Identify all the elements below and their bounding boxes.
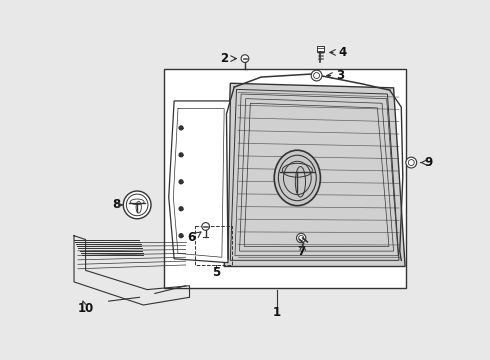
Text: 6: 6 <box>188 231 196 244</box>
Polygon shape <box>224 83 405 266</box>
Circle shape <box>296 233 306 243</box>
Text: 9: 9 <box>424 156 433 169</box>
Polygon shape <box>169 101 230 263</box>
Text: 10: 10 <box>77 302 94 315</box>
Circle shape <box>179 153 183 157</box>
Circle shape <box>406 157 416 168</box>
Circle shape <box>311 70 322 81</box>
Text: 3: 3 <box>336 69 344 82</box>
Text: 5: 5 <box>212 266 220 279</box>
Text: 2: 2 <box>220 52 228 65</box>
Circle shape <box>179 234 183 238</box>
Bar <box>195 226 232 265</box>
Circle shape <box>179 207 183 211</box>
Bar <box>317 46 324 53</box>
Circle shape <box>179 180 183 184</box>
Text: 1: 1 <box>272 306 281 319</box>
Circle shape <box>123 191 151 219</box>
Text: 7: 7 <box>297 244 305 258</box>
Circle shape <box>241 55 249 62</box>
Text: 8: 8 <box>112 198 120 211</box>
Circle shape <box>179 126 183 130</box>
Text: 4: 4 <box>338 46 346 59</box>
Ellipse shape <box>274 150 320 206</box>
Circle shape <box>202 222 210 230</box>
Bar <box>164 69 406 288</box>
